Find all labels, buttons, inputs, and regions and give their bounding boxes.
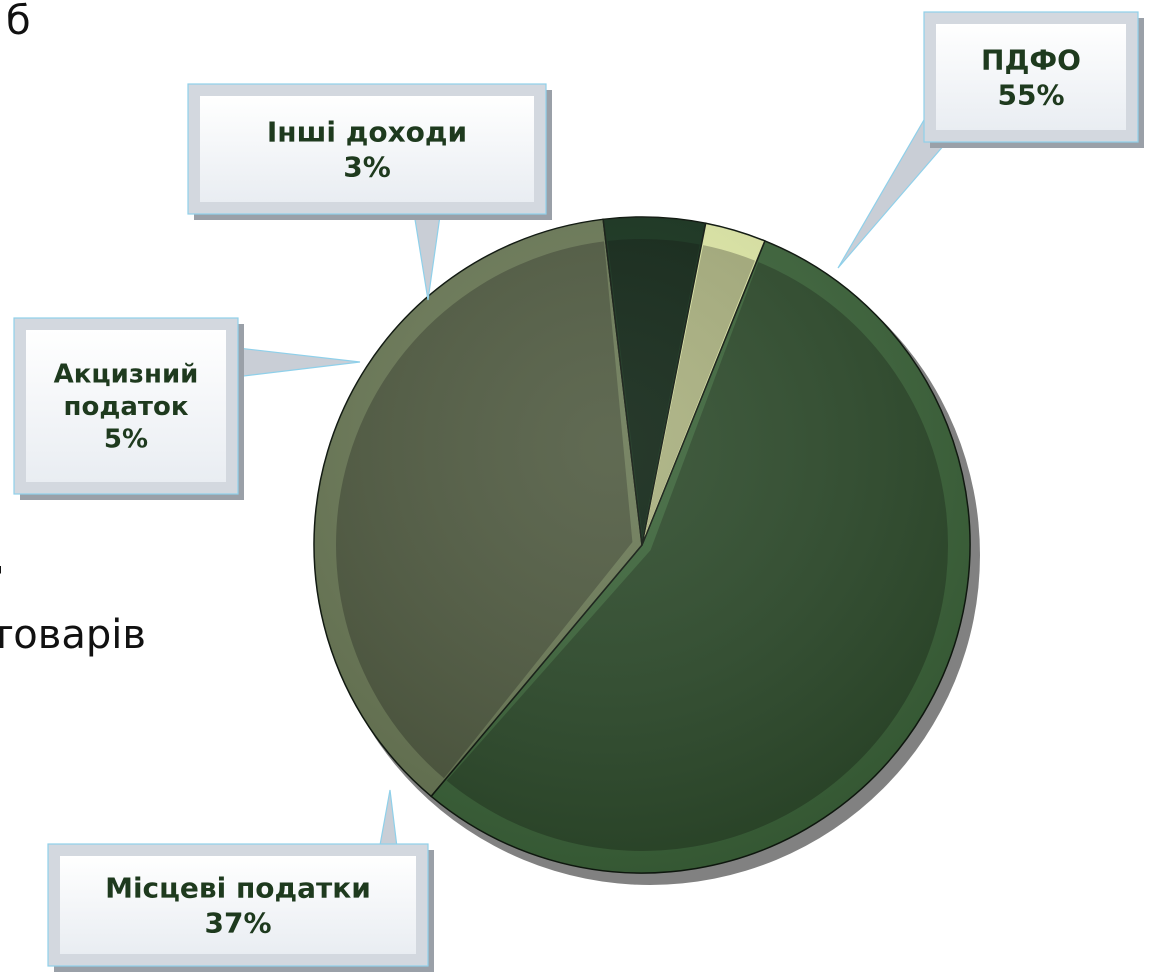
callout-category-label: податок bbox=[64, 392, 189, 422]
callout-category-label: Інші доходи bbox=[267, 115, 467, 148]
callout-box bbox=[200, 96, 534, 202]
text-fragment-middle-left: товарів bbox=[0, 612, 146, 658]
text-fragment-top-left: б bbox=[6, 0, 31, 44]
callout-box bbox=[26, 330, 226, 482]
callout-category-label: Місцеві податки bbox=[105, 871, 371, 904]
text-fragment-tick: ' bbox=[0, 560, 4, 593]
callout-box bbox=[60, 856, 416, 954]
callout-category-label: Акцизний bbox=[54, 360, 199, 390]
pie-gloss-overlay bbox=[314, 217, 970, 873]
callout-category-label: ПДФО bbox=[981, 43, 1081, 76]
callout-value-label: 55% bbox=[997, 78, 1064, 111]
callout-value-label: 37% bbox=[204, 906, 271, 939]
callout-value-label: 3% bbox=[343, 150, 391, 183]
callout-box bbox=[936, 24, 1126, 130]
pie-gloss bbox=[314, 217, 970, 873]
callout-value-label: 5% bbox=[104, 425, 148, 455]
